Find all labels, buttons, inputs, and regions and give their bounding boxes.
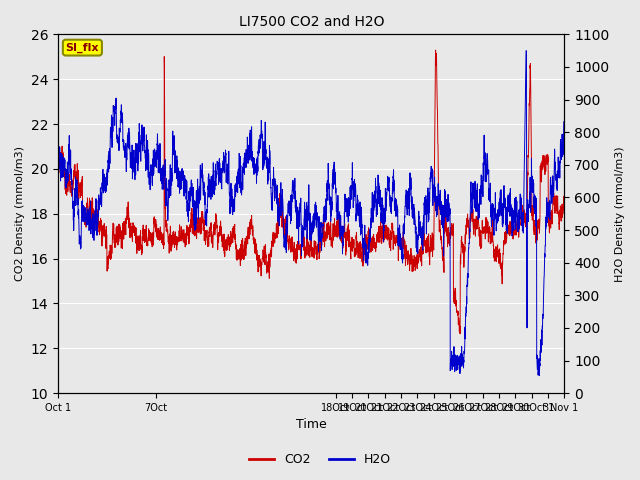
H2O	[392, 198, 400, 204]
H2O	[271, 184, 278, 190]
CO2	[54, 172, 62, 178]
Text: SI_flx: SI_flx	[66, 42, 99, 53]
H2O	[282, 227, 290, 232]
H2O	[261, 119, 269, 125]
CO2	[392, 236, 400, 242]
H2O	[54, 161, 62, 167]
H2O	[522, 48, 530, 54]
H2O	[118, 120, 126, 126]
Line: CO2: CO2	[58, 50, 564, 334]
CO2	[561, 190, 568, 196]
Title: LI7500 CO2 and H2O: LI7500 CO2 and H2O	[239, 15, 384, 29]
Y-axis label: H2O Density (mmol/m3): H2O Density (mmol/m3)	[615, 146, 625, 282]
H2O	[536, 372, 543, 378]
CO2	[456, 331, 464, 336]
Legend: CO2, H2O: CO2, H2O	[244, 448, 396, 471]
CO2	[282, 223, 290, 229]
X-axis label: Time: Time	[296, 419, 326, 432]
CO2	[118, 246, 126, 252]
CO2	[432, 47, 440, 53]
CO2	[271, 240, 278, 245]
H2O	[561, 139, 568, 144]
CO2	[374, 233, 381, 239]
CO2	[261, 247, 269, 252]
H2O	[374, 212, 381, 217]
Y-axis label: CO2 Density (mmol/m3): CO2 Density (mmol/m3)	[15, 146, 25, 281]
Line: H2O: H2O	[58, 51, 564, 375]
